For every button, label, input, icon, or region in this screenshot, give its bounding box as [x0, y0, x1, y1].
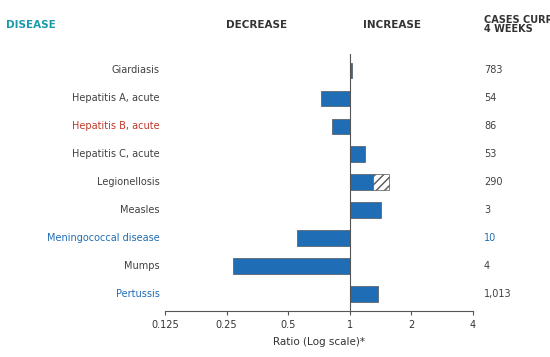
Text: INCREASE: INCREASE	[362, 20, 421, 30]
Text: 783: 783	[484, 65, 503, 75]
Bar	[233, 258, 350, 273]
Text: 54: 54	[484, 93, 497, 103]
X-axis label: Ratio (Log scale)*: Ratio (Log scale)*	[273, 337, 365, 347]
Bar	[350, 202, 381, 218]
Bar	[373, 174, 389, 190]
Text: 10: 10	[484, 233, 496, 243]
Text: Hepatitis A, acute: Hepatitis A, acute	[72, 93, 160, 103]
Text: 290: 290	[484, 177, 503, 187]
Text: 4: 4	[484, 261, 490, 271]
Text: 3: 3	[484, 205, 490, 215]
Bar	[296, 230, 350, 246]
Bar	[350, 174, 373, 190]
Text: 1,013: 1,013	[484, 289, 512, 299]
Text: 86: 86	[484, 121, 496, 131]
Text: 53: 53	[484, 149, 497, 159]
Bar	[350, 62, 351, 78]
Text: Hepatitis C, acute: Hepatitis C, acute	[72, 149, 160, 159]
Bar	[332, 119, 350, 134]
Text: Giardiasis: Giardiasis	[112, 65, 160, 75]
Text: 4 WEEKS: 4 WEEKS	[484, 24, 533, 34]
Text: Measles: Measles	[120, 205, 160, 215]
Text: Mumps: Mumps	[124, 261, 160, 271]
Text: Pertussis: Pertussis	[116, 289, 160, 299]
Bar	[321, 91, 350, 106]
Text: Hepatitis B, acute: Hepatitis B, acute	[72, 121, 160, 131]
Text: CASES CURRENT: CASES CURRENT	[484, 15, 550, 25]
Text: DISEASE: DISEASE	[6, 20, 55, 30]
Text: Legionellosis: Legionellosis	[97, 177, 160, 187]
Bar	[350, 286, 378, 302]
Text: DECREASE: DECREASE	[226, 20, 287, 30]
Bar	[350, 146, 365, 162]
Text: Meningococcal disease: Meningococcal disease	[47, 233, 159, 243]
